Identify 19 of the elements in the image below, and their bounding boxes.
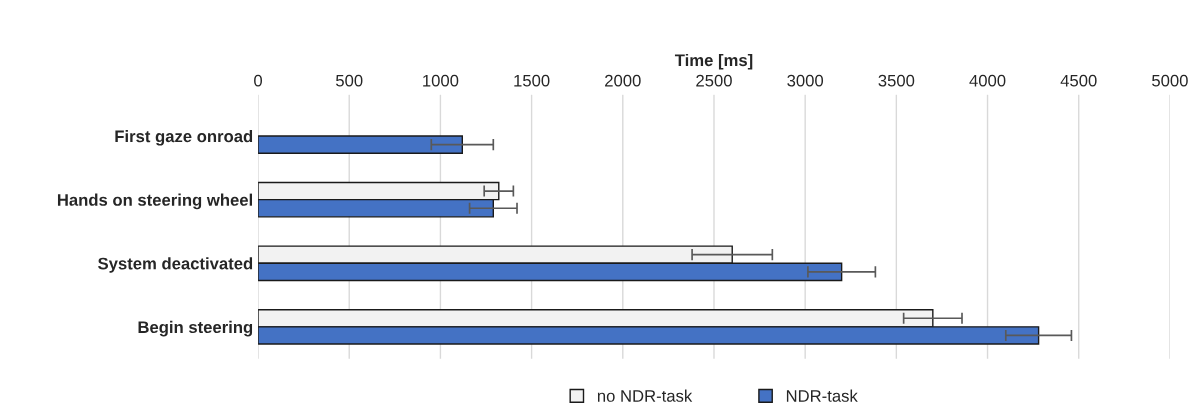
legend-label: NDR-task [786,389,858,402]
x-tick-label: 4500 [1060,74,1097,87]
x-tick-label: 2500 [696,74,732,87]
x-tick-label: 0 [254,74,263,87]
x-tick-label: 2000 [605,74,641,87]
x-tick-label: 500 [336,74,363,87]
legend-label: no NDR-task [597,389,693,402]
x-axis-title: Time [ms] [674,53,753,70]
x-tick-label: 3500 [878,74,915,87]
bar [258,135,463,154]
x-tick-label: 3000 [787,74,824,87]
x-tick-label: 5000 [1152,74,1188,87]
x-tick-label: 4000 [969,74,1006,87]
y-tick-label: Hands on steering wheel [57,193,253,210]
y-tick-label: First gaze onroad [115,130,253,146]
x-tick-label: 1000 [423,74,459,87]
y-tick-label: System deactivated [98,257,253,273]
y-tick-label: Begin steering [138,320,253,337]
x-tick-label: 1500 [514,74,550,87]
